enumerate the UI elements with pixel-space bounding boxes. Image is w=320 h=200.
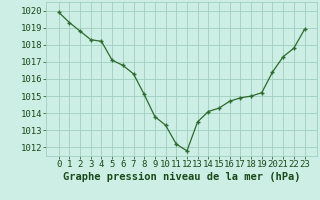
X-axis label: Graphe pression niveau de la mer (hPa): Graphe pression niveau de la mer (hPa) xyxy=(63,172,300,182)
